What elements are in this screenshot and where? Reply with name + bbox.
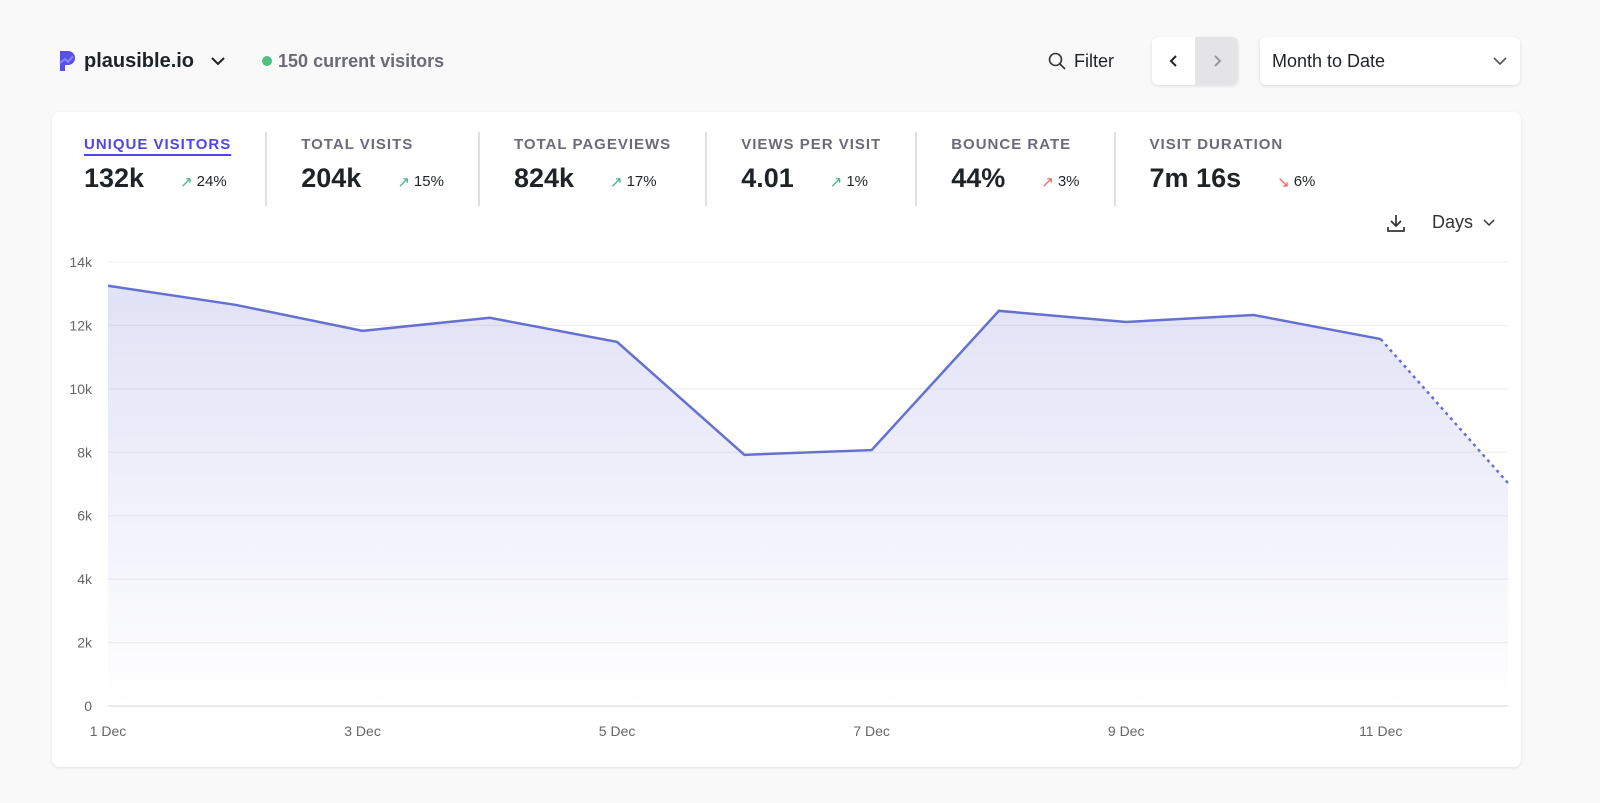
stat-value: 824k: [513, 163, 575, 193]
stat-2[interactable]: TOTAL PAGEVIEWS 824k ↗ 17%: [477, 132, 705, 206]
stat-value: 132k: [84, 163, 145, 193]
stat-change: 17%: [626, 173, 657, 190]
period-select[interactable]: Month to Date: [1260, 37, 1520, 85]
trend-arrow-icon: ↗: [829, 174, 843, 191]
site-switcher[interactable]: plausible.io: [58, 49, 232, 73]
x-tick-label: 3 Dec: [344, 723, 381, 739]
stat-change: 6%: [1293, 173, 1316, 190]
period-label: Month to Date: [1272, 50, 1386, 71]
stat-4[interactable]: BOUNCE RATE 44% ↗ 3%: [915, 132, 1113, 206]
filter-label: Filter: [1074, 50, 1114, 71]
top-bar: plausible.io 150 current visitors Filter…: [58, 36, 1520, 86]
stat-1[interactable]: TOTAL VISITS 204k ↗ 15%: [265, 132, 478, 206]
search-icon: [1048, 52, 1066, 70]
trend-arrow-icon: ↗: [1041, 174, 1054, 191]
x-tick-label: 5 Dec: [599, 723, 636, 739]
y-tick-label: 6k: [77, 508, 93, 524]
current-visitors[interactable]: 150 current visitors: [262, 51, 444, 72]
x-tick-label: 9 Dec: [1108, 723, 1145, 739]
next-period-button[interactable]: [1195, 37, 1238, 85]
chevron-down-icon: [211, 57, 225, 66]
stat-value: 4.01: [741, 163, 794, 193]
stat-label: TOTAL PAGEVIEWS: [513, 136, 672, 153]
stat-change: 1%: [846, 173, 869, 190]
series-line: [107, 284, 1381, 457]
x-tick-label: 7 Dec: [853, 723, 890, 739]
current-visitors-label: 150 current visitors: [278, 50, 445, 71]
stat-label: TOTAL VISITS: [301, 136, 414, 153]
y-tick-label: 10k: [69, 381, 93, 397]
stat-value: 7m 16s: [1149, 163, 1242, 193]
stat-label: BOUNCE RATE: [951, 136, 1072, 153]
trend-arrow-icon: ↗: [397, 174, 410, 191]
x-tick-label: 11 Dec: [1359, 723, 1402, 739]
trend-arrow-icon: ↗: [180, 174, 193, 191]
period-nav: [1152, 37, 1238, 85]
stat-label: UNIQUE VISITORS: [84, 136, 232, 153]
top-stats: UNIQUE VISITORS 132k ↗ 24% TOTAL VISITS 2…: [84, 132, 1349, 206]
chevron-right-icon: [1213, 55, 1221, 67]
plausible-logo-icon: [59, 51, 75, 71]
stat-change: 3%: [1057, 173, 1080, 190]
site-name: plausible.io: [84, 49, 195, 72]
y-tick-label: 8k: [77, 444, 93, 460]
chevron-down-icon: [1493, 57, 1507, 66]
stat-label: VISIT DURATION: [1149, 136, 1284, 153]
stat-label: VIEWS PER VISIT: [741, 136, 882, 153]
live-dot-icon: [262, 56, 273, 66]
stat-0[interactable]: UNIQUE VISITORS 132k ↗ 24%: [84, 132, 265, 206]
download-icon[interactable]: [1386, 213, 1406, 233]
y-tick-label: 12k: [69, 317, 93, 333]
y-tick-label: 0: [84, 698, 92, 714]
previous-period-button[interactable]: [1152, 37, 1195, 85]
chevron-left-icon: [1169, 55, 1177, 67]
y-tick-label: 14k: [69, 254, 93, 270]
stat-5[interactable]: VISIT DURATION 7m 16s ↘ 6%: [1113, 132, 1350, 206]
interval-select[interactable]: Days: [1432, 212, 1495, 233]
stat-change: 24%: [196, 173, 227, 190]
stat-value: 204k: [301, 163, 362, 193]
stat-value: 44%: [951, 163, 1006, 193]
stat-3[interactable]: VIEWS PER VISIT 4.01 ↗ 1%: [705, 132, 915, 206]
y-tick-label: 2k: [77, 635, 93, 651]
area-fill: [108, 285, 1508, 706]
filter-button[interactable]: Filter: [1048, 51, 1114, 72]
trend-arrow-icon: ↘: [1277, 174, 1290, 191]
x-tick-label: 1 Dec: [90, 723, 127, 739]
trend-arrow-icon: ↗: [610, 174, 623, 191]
interval-label: Days: [1431, 212, 1473, 232]
stat-change: 15%: [413, 173, 444, 190]
y-tick-label: 4k: [77, 571, 93, 587]
chevron-down-icon: [1483, 218, 1495, 226]
